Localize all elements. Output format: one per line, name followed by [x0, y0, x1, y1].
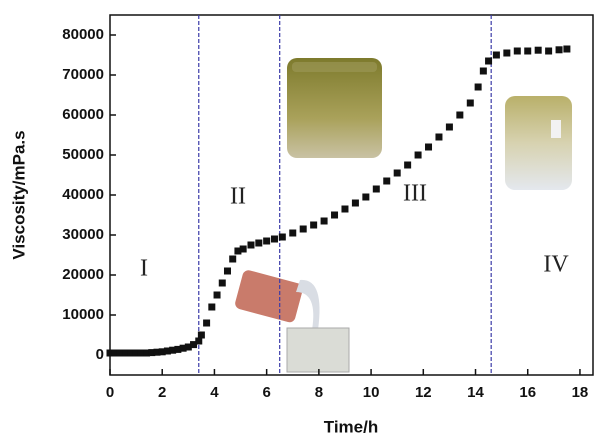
y-tick-label: 60000 — [62, 106, 104, 123]
x-tick-label: 14 — [467, 384, 484, 401]
data-point — [362, 194, 369, 201]
data-point — [198, 332, 205, 339]
y-tick-label: 50000 — [62, 146, 104, 163]
data-point — [456, 112, 463, 119]
y-tick-label: 30000 — [62, 226, 104, 243]
y-tick-label: 10000 — [62, 306, 104, 323]
data-point — [535, 47, 542, 54]
data-point — [425, 144, 432, 151]
photo-beaker-pour — [234, 269, 349, 372]
data-point — [195, 338, 202, 345]
y-tick-label: 20000 — [62, 266, 104, 283]
data-point — [214, 292, 221, 299]
data-point — [310, 222, 317, 229]
data-point — [373, 186, 380, 193]
data-point — [341, 206, 348, 213]
photo-beaker-middle — [287, 58, 382, 158]
data-point — [404, 162, 411, 169]
y-axis-title: Viscosity/mPa.s — [9, 130, 28, 259]
data-point — [208, 304, 215, 311]
data-point — [279, 234, 286, 241]
data-point — [229, 256, 236, 263]
x-tick-label: 0 — [106, 384, 114, 401]
x-tick-label: 12 — [415, 384, 432, 401]
data-point — [224, 268, 231, 275]
region-label: II — [230, 184, 246, 210]
data-point — [321, 218, 328, 225]
data-point — [219, 280, 226, 287]
data-point — [475, 84, 482, 91]
region-label: I — [140, 256, 148, 282]
x-tick-label: 2 — [158, 384, 166, 401]
x-tick-label: 16 — [519, 384, 536, 401]
data-point — [300, 226, 307, 233]
x-tick-label: 4 — [210, 384, 219, 401]
region-label: III — [403, 181, 427, 207]
x-tick-label: 10 — [363, 384, 380, 401]
data-point — [524, 48, 531, 55]
y-tick-label: 40000 — [62, 186, 104, 203]
data-point — [331, 212, 338, 219]
data-point — [563, 46, 570, 53]
data-point — [503, 50, 510, 57]
x-tick-label: 18 — [572, 384, 589, 401]
data-point — [446, 124, 453, 131]
data-point — [203, 320, 210, 327]
data-point — [415, 152, 422, 159]
data-point — [485, 58, 492, 65]
y-tick-label: 70000 — [62, 66, 104, 83]
data-point — [383, 178, 390, 185]
data-point — [240, 246, 247, 253]
x-tick-label: 6 — [262, 384, 270, 401]
data-point — [394, 170, 401, 177]
data-point — [255, 240, 262, 247]
region-label: IV — [543, 252, 569, 278]
data-point — [289, 230, 296, 237]
data-point — [480, 68, 487, 75]
data-point — [435, 134, 442, 141]
y-tick-label: 0 — [96, 346, 104, 363]
photo-beaker-right — [505, 96, 572, 190]
data-point — [556, 46, 563, 53]
chart: Time/h Viscosity/mPa.s 0 2 4 6 8 10 12 14 16 18 0 1… — [0, 0, 600, 442]
data-point — [263, 238, 270, 245]
data-point — [493, 52, 500, 59]
x-axis-title: Time/h — [324, 417, 378, 436]
data-point — [352, 200, 359, 207]
data-point — [247, 242, 254, 249]
x-tick-label: 8 — [315, 384, 323, 401]
data-point — [545, 48, 552, 55]
data-point — [467, 100, 474, 107]
data-point — [271, 236, 278, 243]
data-point — [514, 48, 521, 55]
y-tick-label: 80000 — [62, 26, 104, 43]
